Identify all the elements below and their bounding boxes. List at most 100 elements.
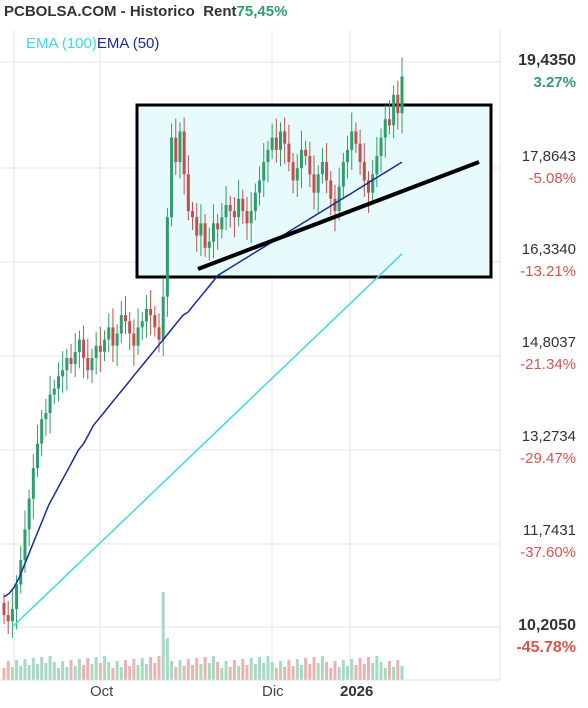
volume-bar (165, 638, 169, 680)
volume-bar (136, 665, 140, 680)
chart-title: PCBOLSA.COM - Historico Rent75,45% (4, 3, 287, 20)
candle-body (207, 241, 211, 248)
candle-body (140, 321, 144, 328)
volume-bar (253, 664, 257, 680)
candle-body (10, 608, 14, 622)
candle-body (199, 223, 203, 236)
candle-body (350, 131, 354, 150)
candle-body (249, 211, 253, 224)
x-label-oct: Oct (90, 683, 114, 700)
candle-body (161, 296, 165, 340)
volume-bar (220, 668, 224, 680)
trend-line (197, 160, 480, 271)
legend-ema50[interactable]: EMA (50) (96, 35, 160, 52)
candle-body (132, 333, 136, 346)
candle-body (299, 149, 303, 169)
volume-bar (258, 657, 262, 680)
candle-body (358, 143, 362, 163)
volume-bar (299, 665, 303, 680)
candle-body (123, 315, 127, 322)
volume-bar (304, 658, 308, 680)
x-label-2026: 2026 (340, 683, 374, 700)
y-pct-0: 3.27% (533, 74, 576, 91)
candle-body (44, 413, 48, 420)
y-pct-6: -45.78% (516, 639, 576, 656)
volume-bar (23, 659, 27, 680)
volume-bar (132, 659, 136, 680)
candle-body (392, 94, 396, 126)
volume-bar (337, 667, 341, 680)
volume-bar (325, 662, 329, 680)
volume-bar (308, 664, 312, 680)
candle-body (31, 468, 35, 499)
candle-body (103, 339, 107, 352)
volume-bar (266, 656, 270, 680)
candle-body (144, 308, 148, 322)
candle-body (241, 198, 245, 212)
volume-bar (31, 658, 35, 680)
rent-label: Rent (203, 3, 237, 20)
volume-bar (123, 660, 127, 680)
volume-bar (312, 657, 316, 680)
volume-bar (379, 662, 383, 680)
candle-body (379, 137, 383, 156)
volume-bar (375, 656, 379, 680)
x-label-dic: Dic (262, 683, 284, 700)
candle-body (396, 94, 400, 114)
volume-bar (111, 668, 115, 680)
candle-body (128, 321, 132, 334)
candle-body (191, 211, 195, 218)
candle-body (170, 137, 174, 218)
candle-body (40, 419, 44, 444)
volume-bar (191, 665, 195, 680)
candle-body (316, 174, 320, 193)
candle-body (69, 357, 73, 365)
candle-body (237, 198, 241, 218)
rent-value: 75,45% (236, 3, 288, 20)
candle-body (375, 155, 379, 175)
volume-bar (69, 660, 73, 680)
candle-body (312, 174, 316, 193)
volume-bar (241, 659, 245, 680)
volume-bar (44, 663, 48, 680)
volume-bar (283, 667, 287, 680)
ema100-line (11, 253, 403, 628)
candle-body (274, 137, 278, 150)
candle-body (27, 498, 31, 530)
candle-body (90, 357, 94, 371)
volume-bar (140, 658, 144, 680)
candle-body (52, 388, 56, 395)
volume-bar (237, 666, 241, 680)
volume-bar (279, 661, 283, 680)
candle-body (325, 162, 329, 181)
candle-body (203, 223, 207, 248)
candle-body (346, 149, 350, 163)
volume-bar (77, 659, 81, 680)
volume-bar (2, 668, 6, 680)
volume-bar (144, 664, 148, 680)
y-pct-1: -5.08% (528, 170, 576, 187)
candle-body (228, 204, 232, 212)
legend-ema100[interactable]: EMA (100) (26, 35, 97, 52)
candle-body (245, 211, 249, 224)
candle-body (6, 615, 10, 622)
volume-bar (333, 661, 337, 680)
candle-body (341, 162, 345, 187)
volume-bar (371, 663, 375, 680)
volume-bar (128, 666, 132, 680)
volume-bar (249, 658, 253, 680)
volume-bar (15, 660, 19, 680)
volume-bar (211, 656, 215, 680)
candle-body (174, 137, 178, 163)
volume-bar (178, 660, 182, 680)
candle-body (304, 149, 308, 156)
candle-body (165, 217, 169, 297)
candle-body (362, 162, 366, 181)
y-price-4: 13,2734 (521, 428, 576, 445)
candle-body (86, 357, 90, 371)
candle-body (266, 149, 270, 163)
y-pct-3: -21.34% (520, 356, 576, 373)
candle-body (136, 327, 140, 346)
volume-bar (320, 656, 324, 680)
y-price-3: 14,8037 (521, 334, 576, 351)
